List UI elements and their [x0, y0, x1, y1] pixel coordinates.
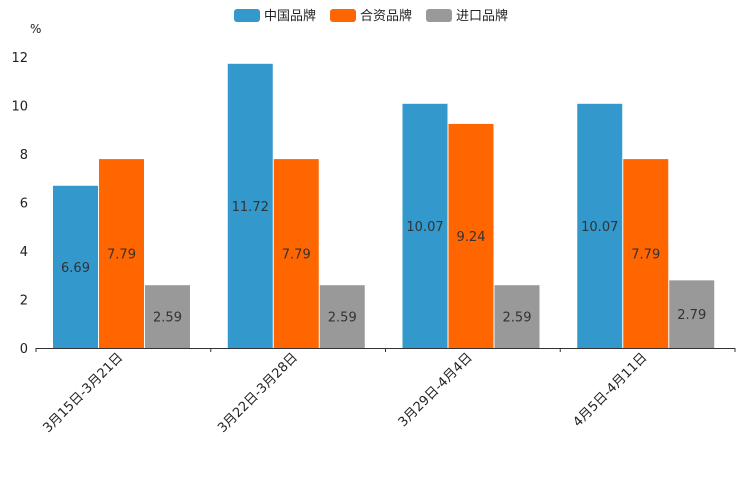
- x-axis-ticks: 3月15日-3月21日 3月22日-3月28日 3月29日-4月4日 4月5日-4月1…: [35, 348, 736, 436]
- y-tick-label-2: 4: [20, 245, 28, 260]
- legend-label-2: 进口品牌: [456, 8, 508, 24]
- data-label-1-0: 7.79: [107, 248, 136, 263]
- bar-1-3: [623, 159, 669, 348]
- y-axis-ticks: 0 2 4 6 8 10 12: [11, 51, 28, 357]
- bar-0-2: [402, 103, 448, 349]
- x-tick-label-3: 4月5日-4月11日: [571, 350, 651, 430]
- y-tick-label-6: 12: [11, 51, 28, 66]
- bar-2-1: [319, 285, 365, 348]
- y-tick-label-1: 2: [20, 294, 28, 309]
- y-tick-label-0: 0: [20, 342, 28, 357]
- x-tick-label-2: 3月29日-4月4日: [396, 350, 476, 430]
- bar-1-2: [448, 123, 494, 349]
- bar-2-2: [494, 285, 540, 348]
- bar-1-1: [273, 159, 319, 348]
- y-tick-label-4: 8: [20, 148, 28, 163]
- y-tick-label-3: 6: [20, 197, 28, 212]
- bar-2-0: [145, 285, 190, 348]
- data-label-2-2: 2.59: [503, 311, 532, 326]
- data-label-2-1: 2.59: [328, 311, 357, 326]
- bars: [53, 63, 715, 349]
- bar-1-0: [99, 159, 144, 348]
- data-label-2-3: 2.79: [677, 308, 706, 323]
- legend-swatch-1: [330, 9, 356, 22]
- bar-0-1: [227, 63, 273, 348]
- data-label-0-3: 10.07: [581, 220, 618, 235]
- data-labels: 6.69 7.79 2.59 11.72 7.79 2.59 10.07 9.24 2.59 10…: [61, 200, 706, 326]
- data-label-0-2: 10.07: [406, 220, 443, 235]
- bar-2-3: [669, 280, 715, 348]
- bar-0-0: [53, 185, 98, 348]
- legend-label-1: 合资品牌: [360, 8, 412, 24]
- y-tick-label-5: 10: [11, 100, 28, 115]
- data-label-0-0: 6.69: [61, 261, 90, 276]
- data-label-1-2: 9.24: [457, 230, 486, 245]
- data-label-1-3: 7.79: [631, 248, 660, 263]
- x-tick-label-0: 3月15日-3月21日: [40, 350, 126, 436]
- data-label-0-1: 11.72: [232, 200, 269, 215]
- bar-0-3: [577, 103, 623, 349]
- legend-swatch-0: [234, 9, 260, 22]
- data-label-2-0: 2.59: [153, 311, 182, 326]
- x-tick-label-1: 3月22日-3月28日: [215, 350, 301, 436]
- legend: 中国品牌 合资品牌 进口品牌: [234, 8, 508, 24]
- legend-swatch-2: [426, 9, 452, 22]
- legend-label-0: 中国品牌: [264, 8, 316, 24]
- data-label-1-1: 7.79: [282, 248, 311, 263]
- y-axis-unit-label: %: [30, 22, 41, 36]
